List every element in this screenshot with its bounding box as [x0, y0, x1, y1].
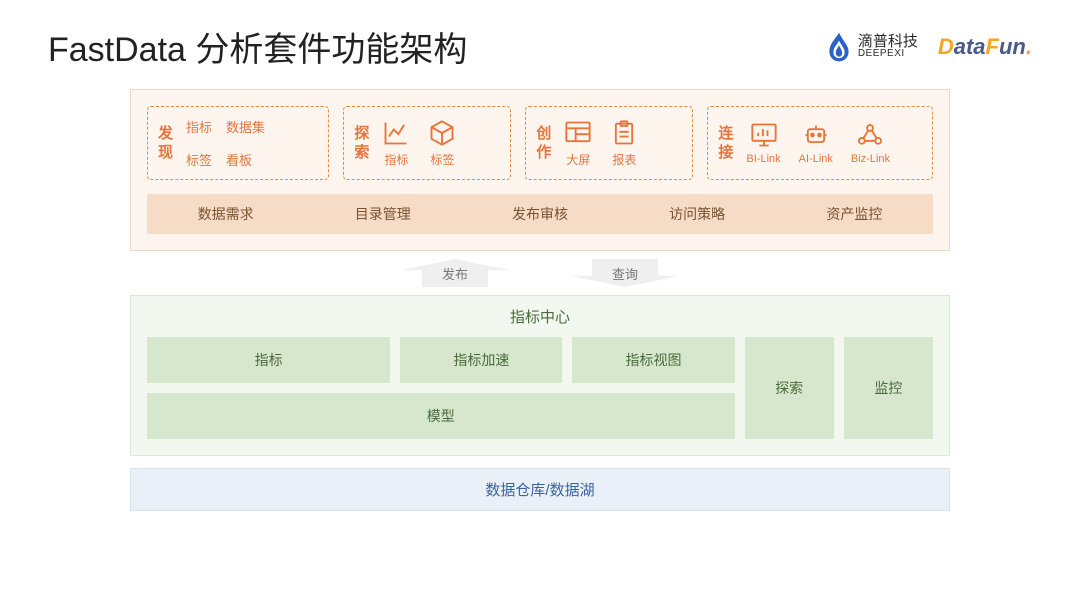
deepexi-cn-label: 滴普科技 — [858, 34, 918, 49]
arrow-publish: 发布 — [400, 259, 510, 287]
logos: 滴普科技 DEEPEXI DataFun. — [816, 27, 1032, 67]
sub-bar-item: 数据需求 — [198, 204, 254, 224]
discover-grid: 指标 数据集 标签 看板 — [186, 117, 265, 169]
module-discover: 发现 指标 数据集 标签 看板 — [147, 106, 329, 180]
arrow-query: 查询 — [570, 259, 680, 287]
module-connect-label: 连接 — [718, 124, 736, 163]
discover-item: 指标 — [186, 117, 212, 136]
modules-row: 发现 指标 数据集 标签 看板 探索 — [147, 106, 933, 180]
cell-model: 模型 — [147, 393, 735, 439]
module-create-label: 创作 — [536, 124, 554, 163]
deepexi-en-label: DEEPEXI — [858, 49, 918, 59]
cube-icon — [428, 119, 456, 147]
connect-item-ai: AI-Link — [799, 121, 833, 165]
cell-accel: 指标加速 — [400, 337, 562, 383]
sub-bar-item: 资产监控 — [826, 204, 882, 224]
connect-item-biz: Biz-Link — [851, 121, 890, 165]
cell-view: 指标视图 — [572, 337, 734, 383]
blue-bar: 数据仓库/数据湖 — [130, 468, 950, 511]
explore-item-tag: 标签 — [428, 119, 456, 168]
sub-bar-item: 发布审核 — [512, 204, 568, 224]
logo-deepexi: 滴普科技 DEEPEXI — [816, 27, 928, 67]
connect-item-bi: BI-Link — [746, 121, 780, 165]
top-section: 发现 指标 数据集 标签 看板 探索 — [130, 89, 950, 251]
page-title: FastData 分析套件功能架构 — [48, 22, 467, 71]
monitor-chart-icon — [750, 121, 778, 149]
arrow-publish-label: 发布 — [442, 264, 468, 283]
explore-item-metric: 指标 — [382, 119, 410, 168]
module-discover-label: 发现 — [158, 124, 176, 163]
discover-item: 看板 — [226, 150, 265, 169]
sub-bar-item: 访问策略 — [669, 204, 725, 224]
cell-explore: 探索 — [745, 337, 834, 439]
sub-bar: 数据需求 目录管理 发布审核 访问策略 资产监控 — [147, 194, 933, 234]
module-explore-label: 探索 — [354, 124, 372, 163]
arrow-query-label: 查询 — [612, 264, 638, 283]
cell-monitor: 监控 — [844, 337, 933, 439]
create-item-report: 报表 — [610, 119, 638, 168]
report-icon — [610, 119, 638, 147]
green-section: 指标中心 指标 指标加速 指标视图 探索 监控 模型 — [130, 295, 950, 456]
dashboard-icon — [564, 119, 592, 147]
module-create: 创作 大屏 报表 — [525, 106, 693, 180]
module-explore: 探索 指标 标签 — [343, 106, 511, 180]
logo-datafun: DataFun. — [938, 34, 1032, 60]
cell-metric: 指标 — [147, 337, 390, 383]
discover-item: 标签 — [186, 150, 212, 169]
header: FastData 分析套件功能架构 滴普科技 DEEPEXI DataFun. — [0, 0, 1080, 71]
discover-item: 数据集 — [226, 117, 265, 136]
chart-line-icon — [382, 119, 410, 147]
robot-icon — [802, 121, 830, 149]
create-item-bigscreen: 大屏 — [564, 119, 592, 168]
green-title: 指标中心 — [147, 306, 933, 327]
diagram: 发现 指标 数据集 标签 看板 探索 — [0, 71, 1080, 511]
green-grid: 指标 指标加速 指标视图 探索 监控 模型 — [147, 337, 933, 439]
module-connect: 连接 BI-Link AI-Link — [707, 106, 933, 180]
arrows-row: 发布 查询 — [130, 259, 950, 287]
sub-bar-item: 目录管理 — [355, 204, 411, 224]
nodes-icon — [856, 121, 884, 149]
flame-icon — [826, 31, 852, 63]
